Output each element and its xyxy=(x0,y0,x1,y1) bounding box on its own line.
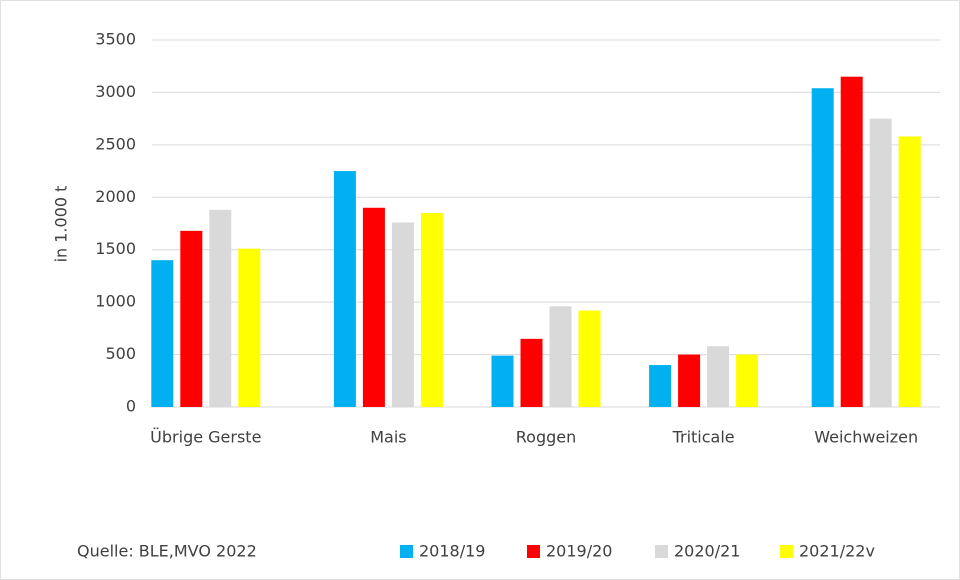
x-tick-label: Roggen xyxy=(516,428,576,447)
bar xyxy=(151,260,174,407)
y-tick-label: 2500 xyxy=(95,134,136,153)
x-tick-label: Triticale xyxy=(672,428,735,447)
y-tick-label: 3000 xyxy=(95,82,136,101)
bar xyxy=(811,88,834,407)
y-axis-label: in 1.000 t xyxy=(52,186,71,263)
bar xyxy=(420,213,443,407)
bar xyxy=(649,365,672,407)
y-tick-label: 500 xyxy=(105,344,136,363)
bar xyxy=(362,207,385,407)
y-tick-label: 1000 xyxy=(95,292,136,311)
legend-swatch xyxy=(780,545,793,558)
legend-label: 2019/20 xyxy=(546,542,612,561)
bar xyxy=(333,171,356,407)
bar xyxy=(549,306,572,407)
bar xyxy=(520,338,543,407)
bar xyxy=(578,310,601,407)
legend-label: 2018/19 xyxy=(419,542,485,561)
legend-swatch xyxy=(527,545,540,558)
bar xyxy=(180,230,203,407)
bar xyxy=(238,248,261,407)
legend-swatch xyxy=(400,545,413,558)
y-tick-label: 1500 xyxy=(95,239,136,258)
bar xyxy=(209,209,232,407)
bar xyxy=(736,354,759,407)
bar xyxy=(391,222,414,407)
bar xyxy=(869,118,892,408)
x-tick-label: Übrige Gerste xyxy=(150,428,261,447)
x-tick-label: Weichweizen xyxy=(814,428,918,447)
bar xyxy=(898,136,921,407)
y-tick-label: 2000 xyxy=(95,187,136,206)
y-tick-label: 0 xyxy=(126,397,136,416)
bar xyxy=(491,355,514,407)
legend-swatch xyxy=(655,545,668,558)
y-tick-label: 3500 xyxy=(95,30,136,49)
legend-label: 2020/21 xyxy=(674,542,740,561)
source-note: Quelle: BLE,MVO 2022 xyxy=(77,542,257,561)
bar xyxy=(678,354,701,407)
legend-label: 2021/22v xyxy=(799,542,875,561)
bar xyxy=(840,76,863,407)
bar xyxy=(707,346,730,407)
x-tick-label: Mais xyxy=(370,428,406,447)
